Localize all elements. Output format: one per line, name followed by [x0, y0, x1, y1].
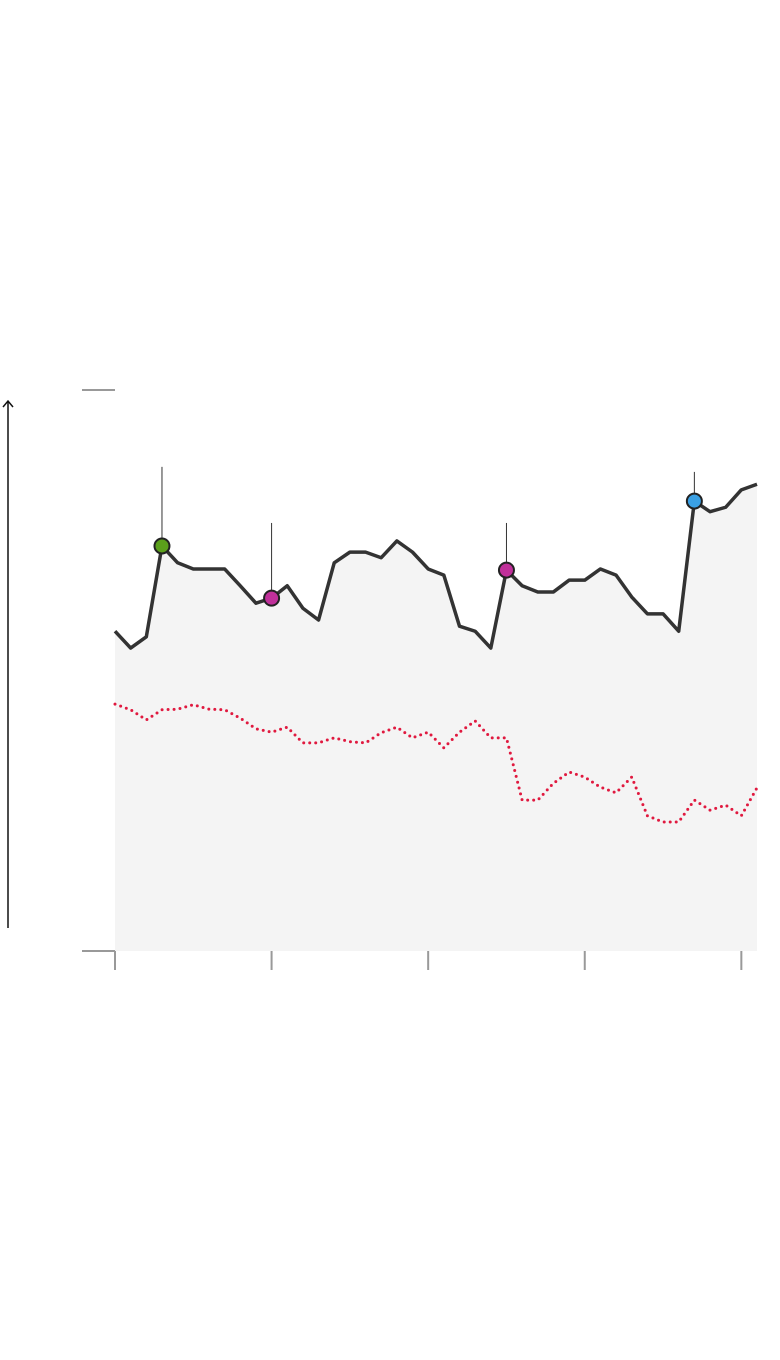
line	[113, 702, 759, 824]
marker	[153, 537, 171, 555]
area	[115, 484, 757, 951]
marker	[263, 589, 281, 607]
y-axis-arrowhead	[2, 399, 14, 408]
line	[113, 482, 758, 650]
marker	[685, 492, 703, 510]
marker	[497, 561, 515, 579]
